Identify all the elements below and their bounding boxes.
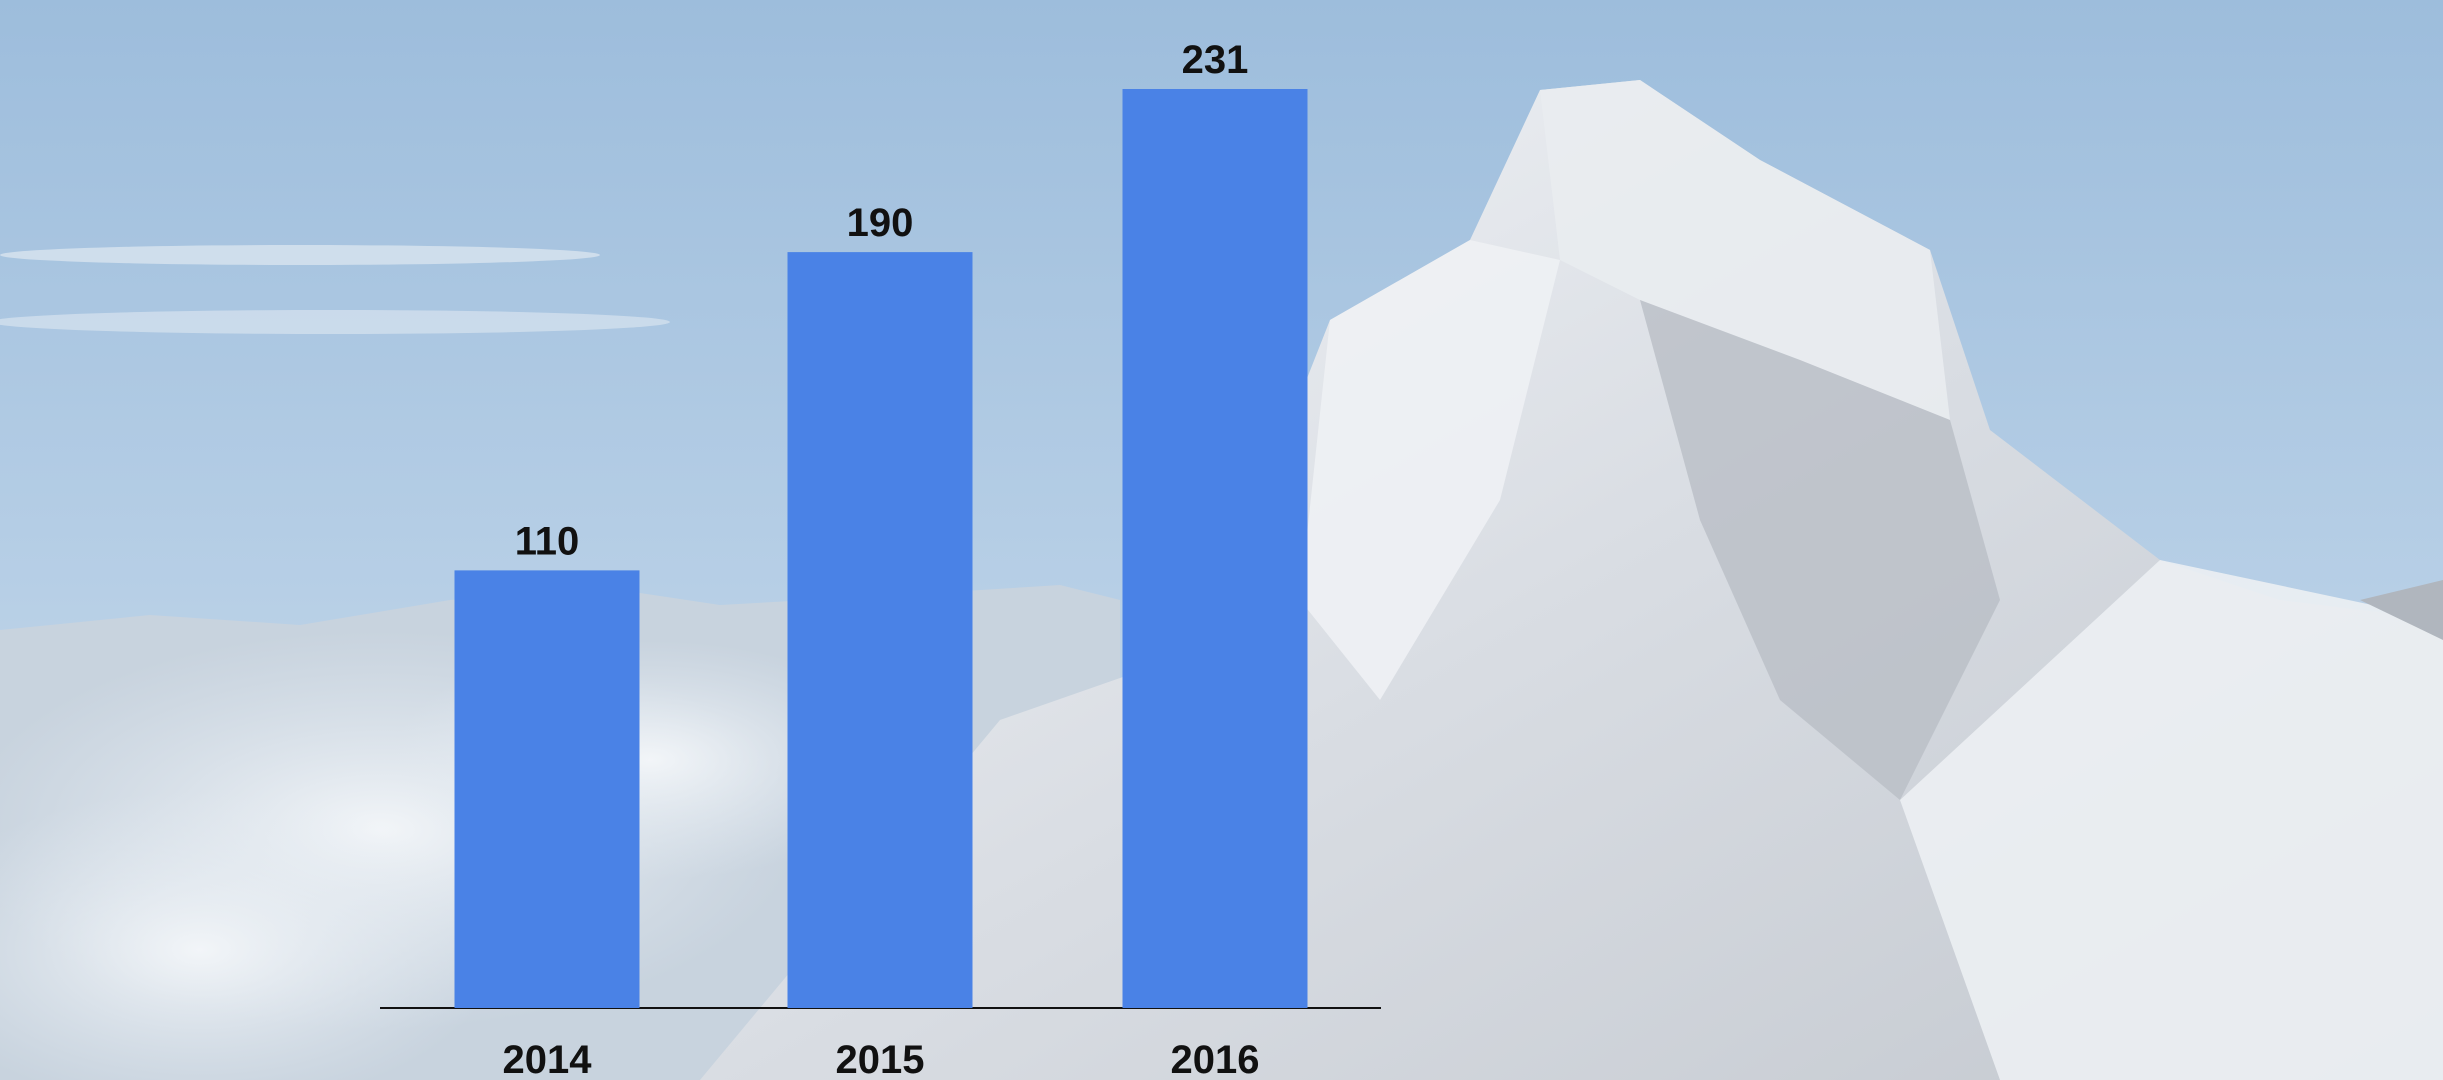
x-tick-label: 2015 bbox=[836, 1038, 925, 1080]
x-tick-label: 2014 bbox=[503, 1038, 593, 1080]
x-tick-label: 2016 bbox=[1171, 1038, 1260, 1080]
bar bbox=[787, 252, 973, 1008]
bar bbox=[454, 570, 640, 1008]
bar bbox=[1122, 89, 1308, 1008]
value-label: 110 bbox=[515, 519, 580, 563]
value-label: 231 bbox=[1182, 38, 1249, 82]
value-label: 190 bbox=[847, 201, 914, 245]
